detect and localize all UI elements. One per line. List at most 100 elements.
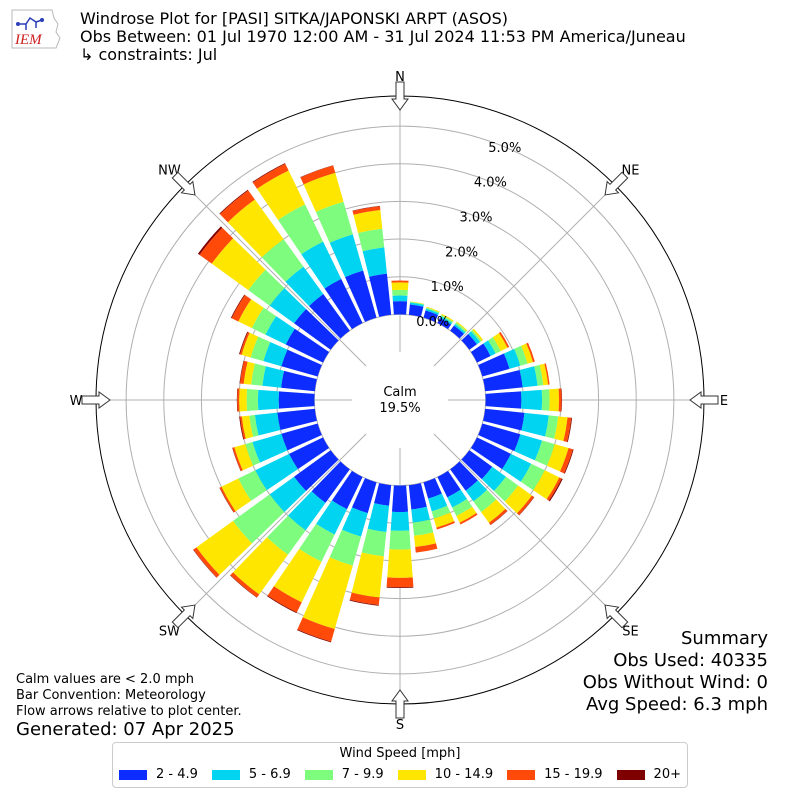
- legend-label: 7 - 9.9: [341, 767, 384, 782]
- bar-segment-120deg-bin6: [548, 478, 563, 502]
- bar-segment-110deg-bin6: [564, 449, 574, 474]
- bar-segment-90deg-bin4: [549, 388, 560, 412]
- bar-segment-320deg-bin3: [261, 239, 304, 282]
- bar-segment-250deg-bin2: [252, 433, 288, 463]
- ring-gridline: [200, 200, 600, 600]
- bar-segment-130deg-bin6: [518, 497, 535, 516]
- legend-label: 5 - 6.9: [248, 767, 291, 782]
- bar-segment-210deg-bin5: [267, 586, 302, 613]
- bar-segment-110deg-bin2: [514, 434, 543, 461]
- bar-segment-30deg-bin3: [440, 314, 454, 323]
- bar-segment-60deg-bin3: [488, 337, 501, 354]
- bar-segment-190deg-bin1: [374, 483, 392, 506]
- bar-segment-120deg-bin3: [520, 463, 545, 491]
- legend-item: 20+: [616, 767, 681, 782]
- bar-segment-140deg-bin1: [450, 461, 478, 491]
- bar-segment-30deg-bin2: [439, 316, 453, 325]
- summary-obs-used: Obs Used: 40335: [613, 650, 768, 671]
- bar-segment-310deg-bin4: [211, 238, 266, 291]
- flow-arrow-e-icon: [689, 391, 719, 409]
- bar-segment-300deg-bin3: [251, 307, 277, 335]
- bar-segment-220deg-bin4: [232, 537, 288, 595]
- bar-segment-40deg-bin3: [455, 322, 467, 333]
- bar-segment-170deg-bin3: [412, 519, 434, 536]
- bar-segment-190deg-bin2: [367, 503, 390, 533]
- legend-items: 2 - 4.9 5 - 6.9 7 - 9.9 10 - 14.9 15 - 19.9 2…: [113, 761, 687, 782]
- bar-segment-0deg-bin4: [391, 282, 409, 291]
- bar-segment-80deg-bin4: [539, 363, 549, 386]
- bar-segment-20deg-bin3: [426, 307, 440, 314]
- bar-segment-160deg-bin4: [433, 512, 455, 528]
- compass-label-e: E: [720, 394, 728, 409]
- summary-panel: Summary Obs Used: 40335 Obs Without Wind…: [583, 628, 768, 716]
- bar-segment-250deg-bin4: [234, 444, 254, 471]
- bar-segment-60deg-bin4: [492, 332, 508, 352]
- flow-arrow-nw-icon: [171, 171, 196, 196]
- bar-segment-240deg-bin4: [221, 478, 252, 512]
- ring-gridline: [163, 163, 637, 637]
- radial-tick-label: 4.0%: [474, 176, 507, 191]
- bar-segment-290deg-bin6: [239, 331, 248, 355]
- bar-segment-160deg-bin3: [431, 505, 451, 519]
- bar-segment-320deg-bin5: [219, 190, 255, 223]
- bar-segment-350deg-bin6: [352, 205, 380, 212]
- bar-segment-70deg-bin4: [521, 343, 534, 364]
- bar-segment-300deg-bin2: [265, 316, 295, 345]
- bar-segment-330deg-bin6: [252, 163, 286, 183]
- bar-segment-170deg-bin4: [414, 532, 436, 547]
- bar-segment-280deg-bin5: [239, 360, 248, 384]
- bar-segment-110deg-bin1: [478, 423, 521, 452]
- bar-segment-0deg-bin5: [391, 280, 409, 283]
- bar-segment-140deg-bin3: [473, 489, 497, 513]
- bar-segment-110deg-bin5: [559, 448, 573, 474]
- bar-segment-230deg-bin1: [294, 450, 339, 492]
- bar-segment-220deg-bin2: [287, 491, 326, 531]
- compass-label-n: N: [395, 70, 405, 85]
- radial-tick-label: 1.0%: [431, 280, 464, 295]
- bar-segment-230deg-bin5: [193, 547, 220, 578]
- summary-obs-without-wind: Obs Without Wind: 0: [582, 672, 768, 693]
- bar-segment-160deg-bin5: [436, 521, 455, 530]
- bar-segment-190deg-bin3: [361, 528, 387, 557]
- compass-label-se: SE: [622, 625, 638, 640]
- bar-segment-40deg-bin2: [453, 323, 466, 334]
- bar-segment-240deg-bin2: [255, 453, 298, 491]
- bar-segment-150deg-bin2: [447, 489, 468, 508]
- bar-segment-280deg-bin4: [243, 361, 255, 385]
- bar-segment-100deg-bin6: [567, 417, 573, 443]
- bar-segment-310deg-bin3: [248, 269, 285, 306]
- bar-segment-260deg-bin3: [249, 414, 259, 437]
- legend-item: 7 - 9.9: [304, 767, 384, 782]
- summary-avg-speed: Avg Speed: 6.3 mph: [586, 694, 768, 715]
- bar-segment-260deg-bin6: [239, 416, 244, 440]
- bar-segment-140deg-bin6: [490, 510, 508, 526]
- bar-segment-80deg-bin5: [544, 363, 550, 385]
- bar-segment-110deg-bin4: [546, 444, 569, 472]
- bar-segment-70deg-bin3: [514, 345, 528, 366]
- bar-segment-310deg-bin5: [199, 227, 234, 264]
- calm-value: 19.5%: [379, 401, 420, 416]
- bar-segment-190deg-bin4: [351, 552, 384, 598]
- iem-logo-graphic: IEM: [11, 9, 61, 49]
- bar-segment-260deg-bin2: [254, 412, 281, 436]
- bar-segment-320deg-bin6: [219, 189, 249, 215]
- bar-segment-140deg-bin4: [481, 499, 506, 523]
- bar-segment-190deg-bin6: [349, 599, 379, 606]
- bar-segment-350deg-bin5: [352, 206, 381, 215]
- bar-segment-160deg-bin1: [423, 478, 442, 499]
- flow-arrow-w-icon: [81, 391, 111, 409]
- bar-segment-110deg-bin3: [534, 440, 555, 466]
- bar-segment-50deg-bin2: [468, 331, 481, 345]
- bar-segment-30deg-bin4: [441, 313, 454, 322]
- bar-segment-150deg-bin1: [437, 470, 461, 498]
- legend-label: 2 - 4.9: [156, 767, 198, 782]
- ring-gridline: [125, 125, 675, 675]
- bar-segment-130deg-bin3: [493, 476, 519, 502]
- legend-item: 15 - 19.9: [507, 767, 603, 782]
- bar-segment-10deg-bin2: [409, 302, 424, 307]
- bar-segment-30deg-bin1: [437, 317, 452, 330]
- flow-arrow-se-icon: [604, 604, 629, 629]
- bar-segment-220deg-bin3: [267, 515, 306, 555]
